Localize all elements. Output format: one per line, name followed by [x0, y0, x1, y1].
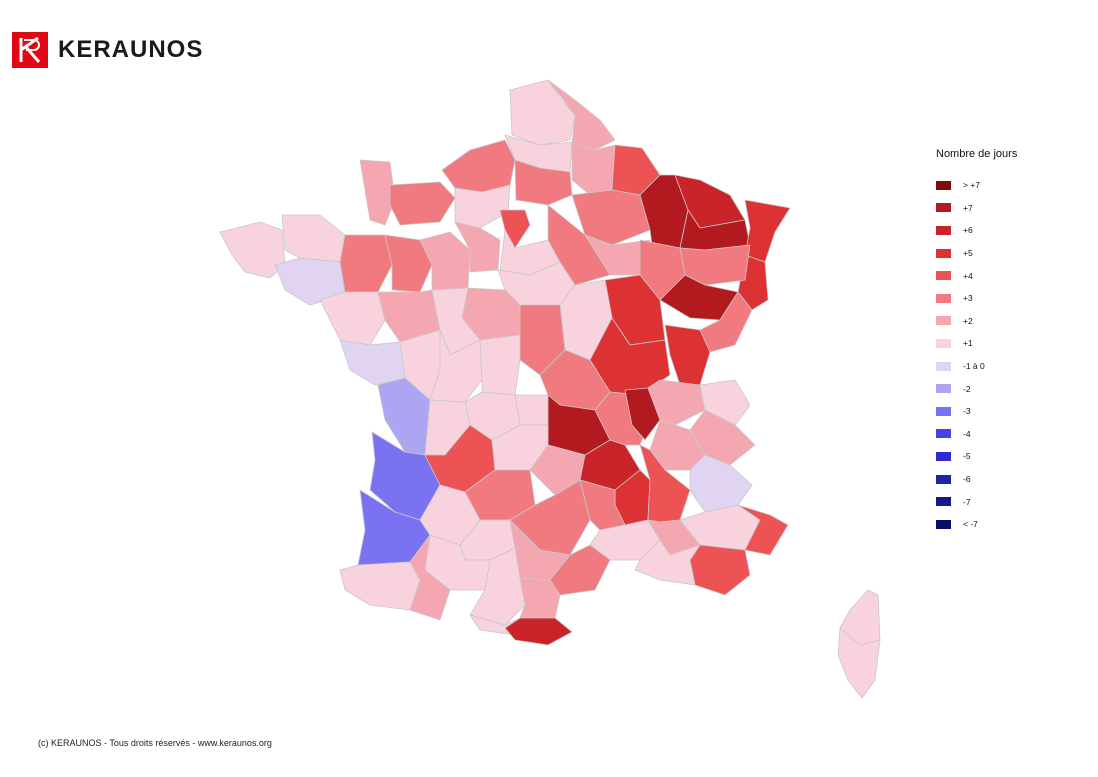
legend-item: < -7 [936, 513, 1017, 536]
legend-item: -5 [936, 445, 1017, 468]
legend-label: -7 [963, 496, 971, 507]
keraunos-mark-icon [12, 32, 48, 68]
region-hautes-alpes [689, 454, 753, 513]
region-finistere [219, 221, 286, 279]
legend-label: -5 [963, 451, 971, 462]
legend-item: +2 [936, 310, 1017, 333]
region-calvados [389, 181, 456, 226]
region-corse-du-sud [837, 627, 881, 699]
region-manche [359, 159, 396, 226]
legend-swatch [936, 338, 951, 348]
legend-item: > +7 [936, 174, 1017, 197]
legend-item: -3 [936, 400, 1017, 423]
legend-swatch [936, 361, 951, 371]
legend-item: -7 [936, 490, 1017, 513]
legend-item: -4 [936, 423, 1017, 446]
legend-swatch [936, 180, 951, 190]
legend-label: -2 [963, 383, 971, 394]
region-vendee [339, 339, 406, 386]
region-vienne [429, 329, 483, 403]
legend-swatch [936, 451, 951, 461]
legend-item: +1 [936, 332, 1017, 355]
legend-label: < -7 [963, 519, 978, 530]
region-nord-east [547, 79, 616, 151]
region-pyr-atl [339, 561, 421, 611]
legend-item: -1 à 0 [936, 355, 1017, 378]
legend-label: -6 [963, 474, 971, 485]
legend: Nombre de jours > +7 +7 +6 +5 +4 +3 +2 +1 -1 à 0… [936, 148, 1017, 536]
legend-swatch [936, 248, 951, 258]
legend-label: +2 [963, 315, 973, 326]
region-var [689, 544, 751, 596]
legend-label: > +7 [963, 180, 981, 191]
region-creuse [514, 394, 549, 426]
legend-label: +1 [963, 338, 973, 349]
brand-name: KERAUNOS [58, 36, 204, 63]
region-bouches-rhone [634, 539, 701, 586]
region-alpes-maritimes [737, 504, 789, 556]
legend-swatch [936, 384, 951, 394]
legend-label: +3 [963, 293, 973, 304]
legend-label: -1 à 0 [963, 361, 985, 372]
region-pyr-orientales [504, 617, 573, 646]
region-bas-rhin [744, 199, 791, 263]
legend-item: -2 [936, 377, 1017, 400]
legend-swatch [936, 519, 951, 529]
legend-label: +4 [963, 270, 973, 281]
legend-label: +7 [963, 202, 973, 213]
legend-swatch [936, 474, 951, 484]
legend-swatch [936, 203, 951, 213]
legend-swatch [936, 293, 951, 303]
region-hautes-pyr [409, 534, 451, 621]
legend-swatch [936, 271, 951, 281]
region-ille-vilaine [339, 234, 393, 293]
copyright-footer: (c) KERAUNOS - Tous droits réservés - ww… [38, 738, 272, 748]
region-seine-maritime [441, 139, 516, 193]
legend-swatch [936, 429, 951, 439]
legend-item: +5 [936, 242, 1017, 265]
legend-label: +6 [963, 225, 973, 236]
keraunos-logo: KERAUNOS [12, 32, 203, 68]
region-rhone [624, 387, 661, 441]
legend-swatch [936, 316, 951, 326]
legend-label: -4 [963, 428, 971, 439]
legend-label: +5 [963, 248, 973, 259]
region-cotes-armor [281, 214, 346, 263]
legend-label: -3 [963, 406, 971, 417]
region-aisne [571, 141, 616, 196]
legend-item: +4 [936, 264, 1017, 287]
region-val-doise [499, 209, 531, 249]
legend-swatch [936, 225, 951, 235]
region-nord-west [509, 79, 576, 146]
legend-swatch [936, 406, 951, 416]
region-indre [479, 334, 521, 396]
legend-item: +7 [936, 197, 1017, 220]
region-loire-atl [319, 291, 386, 346]
legend-item: +6 [936, 219, 1017, 242]
legend-item: +3 [936, 287, 1017, 310]
legend-title: Nombre de jours [936, 148, 1018, 160]
legend-item: -6 [936, 468, 1017, 491]
legend-swatch [936, 497, 951, 507]
